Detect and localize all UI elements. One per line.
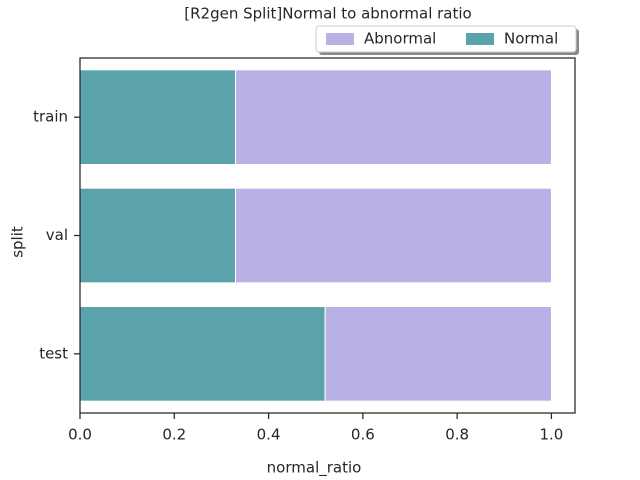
x-tick-label: 1.0 xyxy=(539,426,563,444)
legend: Abnormal Normal xyxy=(315,25,579,55)
x-tick-label: 0.2 xyxy=(162,426,186,444)
bar-segment xyxy=(324,306,552,402)
plot-frame xyxy=(79,57,576,414)
legend-swatch xyxy=(466,33,494,45)
legend-box xyxy=(315,25,577,53)
bar-segment xyxy=(79,69,237,165)
bar-segment xyxy=(235,187,552,284)
y-tick-label: train xyxy=(33,108,68,126)
x-axis-label: normal_ratio xyxy=(267,459,362,478)
x-tick-label: 0.4 xyxy=(257,426,281,444)
y-tick-label: test xyxy=(39,344,68,362)
x-tick-label: 0.6 xyxy=(351,426,375,444)
x-tick-label: 0.8 xyxy=(445,426,469,444)
chart-title: [R2gen Split]Normal to abnormal ratio xyxy=(184,5,471,23)
y-axis-label: split xyxy=(9,226,27,258)
bar-segment xyxy=(79,306,326,402)
bar-segment xyxy=(235,69,552,165)
legend-label: Normal xyxy=(504,30,558,48)
legend-swatch xyxy=(326,33,354,45)
y-tick-label: val xyxy=(46,226,68,244)
legend-label: Abnormal xyxy=(364,30,436,48)
x-tick-label: 0.0 xyxy=(68,426,92,444)
bar-segment xyxy=(79,187,237,284)
